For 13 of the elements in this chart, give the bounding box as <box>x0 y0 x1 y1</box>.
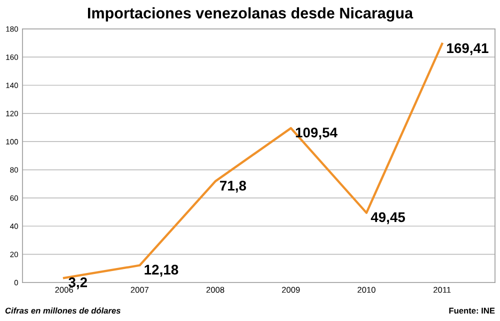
x-tick-label: 2010 <box>358 286 376 293</box>
x-tick-label: 2011 <box>434 286 451 293</box>
data-label: 12,18 <box>144 264 178 277</box>
data-label: 71,8 <box>220 180 246 193</box>
x-tick-label: 2009 <box>282 286 300 293</box>
data-label: 109,54 <box>296 128 338 140</box>
data-label: 49,45 <box>370 212 406 224</box>
x-tick-label: 2007 <box>130 286 149 293</box>
data-label: 169,41 <box>447 43 488 56</box>
chart-title: Importaciones venezolanas desde Nicaragua <box>88 7 414 22</box>
source-note: Fuente: INE <box>449 308 495 314</box>
x-tick-label: 2008 <box>206 286 224 293</box>
text: Cifras en millones de dólares <box>5 307 120 314</box>
